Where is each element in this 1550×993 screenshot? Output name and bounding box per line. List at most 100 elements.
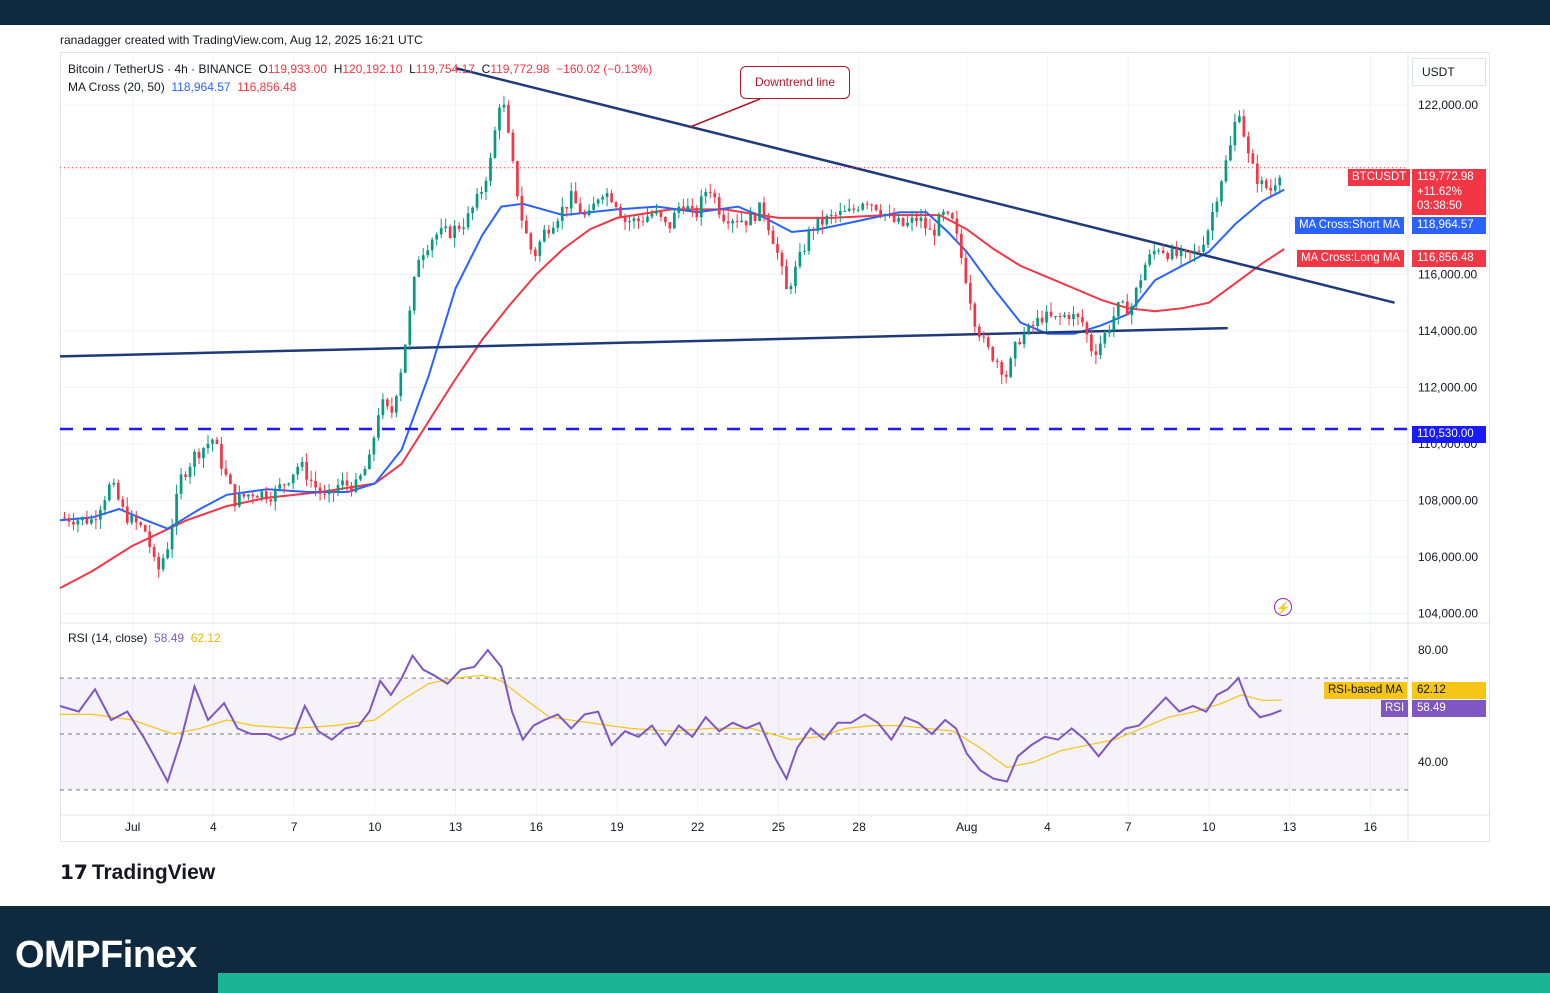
candle-body [1224, 160, 1228, 182]
candle-body [1197, 250, 1201, 252]
rsi-tag-label: RSI [1381, 700, 1409, 717]
candle-body [982, 336, 986, 338]
candle-body [202, 448, 205, 459]
support-trendline [59, 326, 1228, 358]
candle-body [453, 225, 456, 238]
symbol-title[interactable]: Bitcoin / TetherUS · 4h · BINANCE [68, 62, 252, 76]
candle-body [134, 514, 138, 523]
support-level-tag: 110,530.00 [1412, 426, 1486, 443]
candle-body [829, 214, 833, 216]
price-tick-label: 106,000.00 [1418, 550, 1478, 564]
candle-body [1063, 314, 1066, 317]
candle-body [995, 360, 999, 363]
candle-body [794, 266, 797, 287]
candle-body [386, 399, 389, 407]
candle-body [421, 255, 425, 261]
candle-body [955, 218, 959, 234]
candle-body [686, 206, 690, 211]
candle-body [255, 496, 259, 498]
candle-body [874, 204, 878, 211]
candle-body [76, 520, 80, 525]
rsi-line [59, 648, 1282, 785]
candle-body [623, 216, 627, 222]
candle-body [211, 439, 214, 444]
candle-body [193, 451, 196, 467]
candle-body [1260, 180, 1264, 184]
ma-short-line [59, 188, 1285, 530]
candle-body [354, 479, 358, 492]
time-tick-label: 22 [691, 820, 705, 834]
candle-body [762, 202, 766, 216]
candle-body [556, 220, 560, 228]
candle-body [94, 519, 98, 521]
candle-body [892, 214, 896, 222]
candle-body [722, 214, 726, 222]
rsi-tick-label: 40.00 [1418, 755, 1448, 769]
time-tick-label: 13 [449, 820, 463, 834]
candle-body [749, 213, 752, 226]
candle-body [269, 499, 273, 502]
candle-body [1022, 333, 1026, 345]
candle-body [1215, 201, 1219, 213]
time-tick-label: 10 [368, 820, 382, 834]
candle-body [332, 490, 335, 493]
rsi-indicator-label[interactable]: RSI (14, close) [68, 631, 148, 645]
candle-body [928, 228, 932, 230]
candle-body [614, 202, 618, 207]
candle-body [215, 439, 219, 445]
candle-body [1054, 316, 1057, 318]
candle-body [673, 212, 676, 229]
candle-body [735, 220, 739, 222]
candle-body [1116, 302, 1120, 317]
candle-body [220, 444, 223, 469]
candle-body [72, 521, 75, 525]
currency-selector[interactable]: USDT [1412, 58, 1486, 86]
candle-body [1255, 163, 1259, 184]
close-label: C [481, 62, 491, 76]
ma-cross-label[interactable]: MA Cross (20, 50) [68, 80, 165, 94]
candle-body [480, 191, 483, 194]
candle-body [314, 480, 317, 488]
tv-mark-icon: 𝟭𝟳 [60, 862, 88, 884]
candle-body [1139, 280, 1143, 288]
candle-body [601, 197, 604, 200]
candle-body [502, 104, 506, 108]
candle-body [264, 491, 268, 500]
close-value: 119,772.98 [490, 62, 550, 76]
candle-body [1134, 287, 1138, 306]
candle-body [695, 207, 699, 218]
open-value: 119,933.00 [267, 62, 328, 76]
high-label: H [333, 62, 343, 76]
candle-body [1229, 145, 1232, 161]
candle-body [67, 517, 71, 522]
candle-body [605, 193, 609, 198]
candle-body [435, 234, 439, 240]
candle-body [457, 225, 461, 229]
candle-body [412, 276, 416, 311]
candle-body [475, 193, 479, 208]
candle-body [533, 249, 537, 256]
candle-body [206, 443, 210, 449]
candle-body [551, 227, 555, 234]
time-tick-label: 4 [210, 820, 217, 834]
candle-body [107, 484, 111, 501]
candle-body [282, 484, 286, 486]
candle-body [583, 213, 587, 216]
candle-body [498, 107, 501, 131]
candle-body [1175, 248, 1178, 257]
candle-body [637, 218, 640, 222]
lightning-icon[interactable]: ⚡ [1274, 598, 1292, 616]
candle-body [430, 239, 434, 251]
candle-body [1085, 322, 1089, 335]
candle-body [668, 222, 672, 229]
candle-body [856, 209, 860, 211]
time-tick-label: Jul [125, 820, 140, 834]
candle-body [363, 469, 367, 476]
candle-body [448, 226, 452, 238]
price-tick-label: 114,000.00 [1418, 324, 1477, 338]
candle-body [184, 474, 187, 478]
price-tick-label: 104,000.00 [1418, 607, 1478, 621]
candle-body [1202, 244, 1205, 252]
candle-body [305, 461, 308, 480]
